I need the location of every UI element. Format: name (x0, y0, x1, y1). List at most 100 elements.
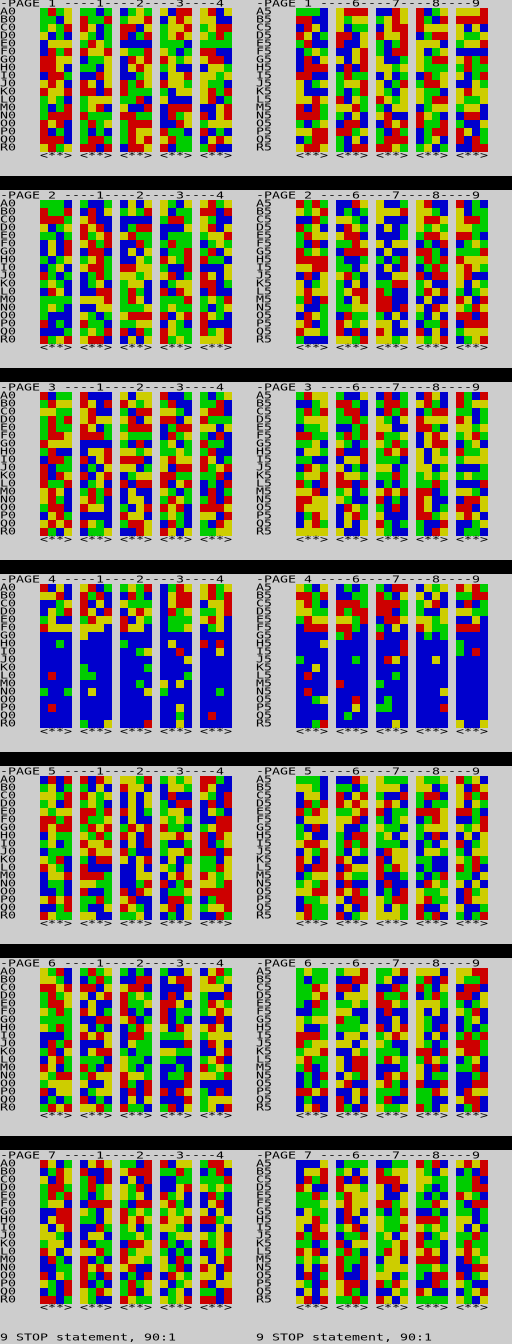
grid-cell (472, 312, 480, 320)
grid-cell (464, 464, 472, 472)
grid-cell (472, 1072, 480, 1080)
grid-cell (216, 896, 224, 904)
row-label: K5 (256, 854, 272, 865)
grid-cell (168, 976, 176, 984)
grid-cell (392, 472, 400, 480)
grid-cell (344, 616, 352, 624)
grid-cell (48, 1072, 56, 1080)
grid-cell (312, 696, 320, 704)
grid-cell (432, 704, 440, 712)
grid-cell (376, 264, 384, 272)
grid-cell (224, 1232, 232, 1240)
row-label: M0 (0, 1254, 16, 1265)
grid-cell (48, 1216, 56, 1224)
row-label: D0 (0, 798, 16, 809)
grid-cell (376, 48, 384, 56)
grid-cell (296, 304, 304, 312)
grid-cell (432, 1000, 440, 1008)
grid-cell (312, 896, 320, 904)
grid-cell (440, 328, 448, 336)
grid-cell (128, 504, 136, 512)
grid-cell (224, 1240, 232, 1248)
grid-cell (176, 840, 184, 848)
grid-cell (56, 608, 64, 616)
grid-cell (80, 232, 88, 240)
row-label: C0 (0, 214, 16, 225)
grid-cell (160, 648, 168, 656)
grid-cell (400, 24, 408, 32)
grid-cell (296, 128, 304, 136)
grid-cell (312, 840, 320, 848)
separator-bar (0, 176, 512, 190)
grid-cell (336, 640, 344, 648)
grid-cell (432, 512, 440, 520)
grid-cell (480, 616, 488, 624)
grid-cell (352, 304, 360, 312)
grid-cell (216, 1184, 224, 1192)
grid-cell (104, 1280, 112, 1288)
grid-cell (416, 864, 424, 872)
grid-cell (64, 632, 72, 640)
grid-cell (216, 776, 224, 784)
grid-cell (208, 1176, 216, 1184)
grid-cell (216, 816, 224, 824)
row-label: N5 (256, 110, 272, 121)
grid-cell (80, 896, 88, 904)
grid-cell (208, 1008, 216, 1016)
grid-cell (224, 216, 232, 224)
grid-cell (480, 992, 488, 1000)
grid-cell (480, 672, 488, 680)
grid-cell (176, 112, 184, 120)
grid-cell (320, 432, 328, 440)
grid-cell (208, 216, 216, 224)
grid-cell (80, 208, 88, 216)
grid-cell (48, 320, 56, 328)
grid-cell (144, 1224, 152, 1232)
grid-cell (440, 600, 448, 608)
grid-cell (120, 848, 128, 856)
grid-cell (416, 848, 424, 856)
grid-cell (456, 256, 464, 264)
grid-cell (320, 888, 328, 896)
grid-cell (464, 672, 472, 680)
grid-cell (96, 40, 104, 48)
grid-cell (160, 216, 168, 224)
grid-cell (480, 712, 488, 720)
grid-cell (224, 1040, 232, 1048)
grid-cell (480, 304, 488, 312)
grid-cell (208, 776, 216, 784)
grid-cell (128, 640, 136, 648)
grid-cell (480, 624, 488, 632)
grid-cell (144, 800, 152, 808)
grid-cell (432, 856, 440, 864)
grid-cell (48, 440, 56, 448)
grid-cell (160, 640, 168, 648)
grid-cell (160, 1104, 168, 1112)
grid-cell (424, 112, 432, 120)
grid-cell (344, 1024, 352, 1032)
grid-cell (224, 896, 232, 904)
grid-cell (416, 720, 424, 728)
grid-cell (384, 1024, 392, 1032)
grid-cell (336, 64, 344, 72)
grid-cell (440, 880, 448, 888)
grid-cell (48, 424, 56, 432)
grid-cell (40, 224, 48, 232)
grid-cell (56, 472, 64, 480)
grid-cell (360, 840, 368, 848)
grid-cell (176, 1048, 184, 1056)
grid-cell (160, 592, 168, 600)
grid-cell (160, 440, 168, 448)
grid-cell (208, 232, 216, 240)
grid-cell (352, 32, 360, 40)
page-header: -PAGE 7 ----1----2----3----4 (0, 1150, 224, 1161)
grid-cell (104, 640, 112, 648)
grid-cell (96, 976, 104, 984)
grid-cell (64, 480, 72, 488)
grid-cell (80, 792, 88, 800)
grid-cell (424, 1016, 432, 1024)
grid-cell (216, 24, 224, 32)
grid-cell (168, 904, 176, 912)
grid-cell (432, 808, 440, 816)
grid-cell (376, 128, 384, 136)
